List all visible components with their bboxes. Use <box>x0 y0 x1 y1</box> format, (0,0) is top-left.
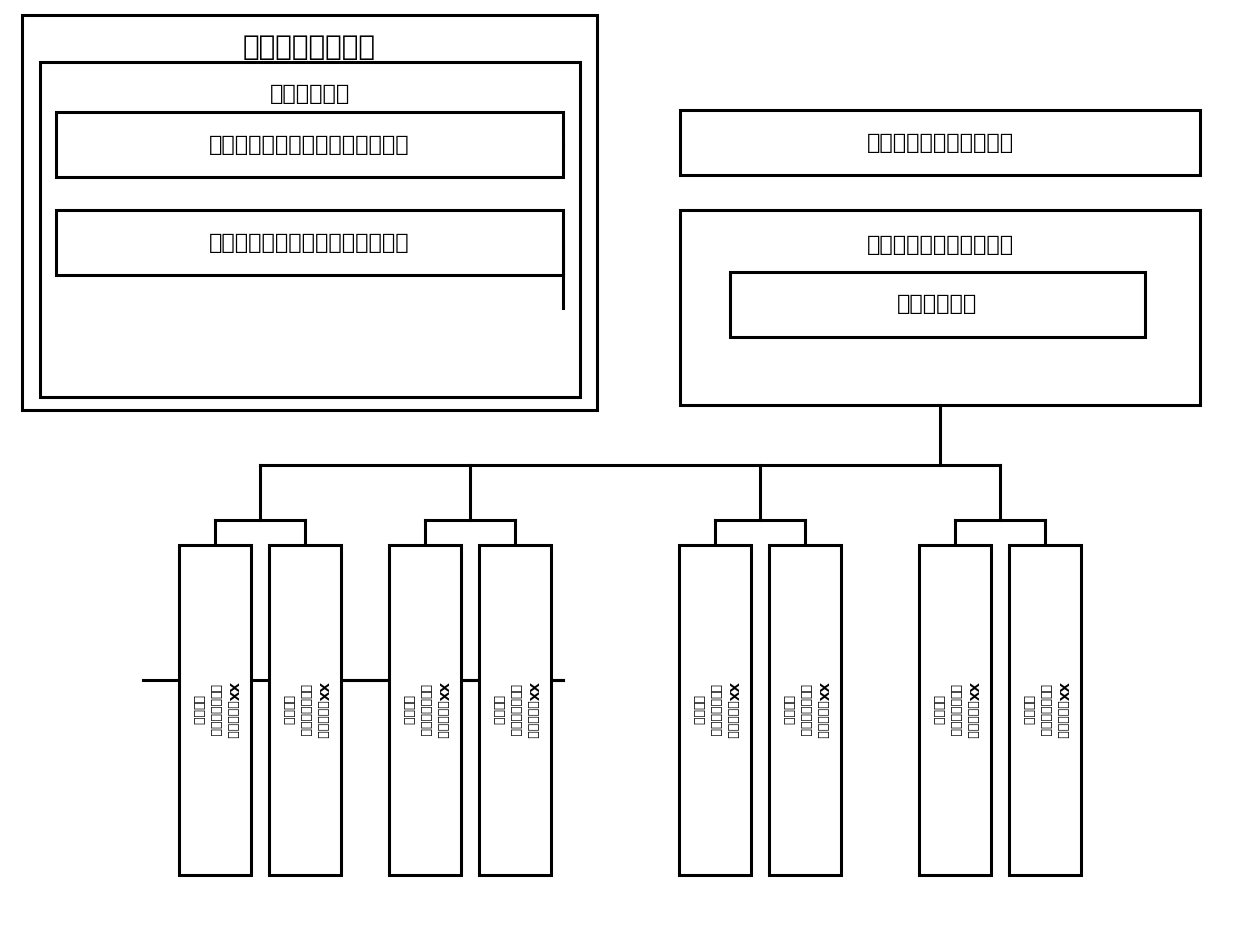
Text: 低压电流互感器检定装换开关模块: 低压电流互感器检定装换开关模块 <box>210 232 409 252</box>
Text: XX变流器检定
一次电流互感器
标准装置: XX变流器检定 一次电流互感器 标准装置 <box>692 681 739 739</box>
Bar <box>919 545 991 875</box>
Text: 高压电流互感器检定装换开关模块: 高压电流互感器检定装换开关模块 <box>210 135 409 154</box>
Bar <box>40 62 580 397</box>
Text: 低压电流互感器检定模块: 低压电流互感器检定模块 <box>867 133 1013 152</box>
Bar <box>179 545 250 875</box>
Bar <box>56 210 563 275</box>
Bar <box>680 545 751 875</box>
Bar <box>22 15 596 410</box>
Text: XX变流器检定
一次电流互感器
标准装置: XX变流器检定 一次电流互感器 标准装置 <box>191 681 238 739</box>
Text: 互感器检测台模块: 互感器检测台模块 <box>243 33 376 61</box>
Bar <box>1009 545 1081 875</box>
Text: XX变流器检定
一次电流互感器
标准装置: XX变流器检定 一次电流互感器 标准装置 <box>402 681 449 739</box>
Bar <box>269 545 341 875</box>
Text: XX变流器检定
一次电流互感器
标准装置: XX变流器检定 一次电流互感器 标准装置 <box>781 681 828 739</box>
Text: XX变流器检定
一次电流互感器
标准装置: XX变流器检定 一次电流互感器 标准装置 <box>931 681 978 739</box>
Bar <box>730 272 1145 337</box>
Bar <box>680 110 1200 175</box>
Text: XX变流器检定
一次电流互感器
标准装置: XX变流器检定 一次电流互感器 标准装置 <box>491 681 538 739</box>
Bar <box>56 112 563 177</box>
Text: 补偿装置模块: 补偿装置模块 <box>898 295 977 314</box>
Bar <box>769 545 841 875</box>
Bar <box>389 545 461 875</box>
Text: 高压电流互感器检定模块: 高压电流互感器检定模块 <box>867 235 1013 255</box>
Bar <box>680 210 1200 405</box>
Bar <box>479 545 551 875</box>
Text: XX变流器检定
一次电流互感器
标准装置: XX变流器检定 一次电流互感器 标准装置 <box>1022 681 1069 739</box>
Text: XX变流器检定
一次电流互感器
标准装置: XX变流器检定 一次电流互感器 标准装置 <box>281 681 329 739</box>
Text: 装换开关模块: 装换开关模块 <box>270 84 350 104</box>
